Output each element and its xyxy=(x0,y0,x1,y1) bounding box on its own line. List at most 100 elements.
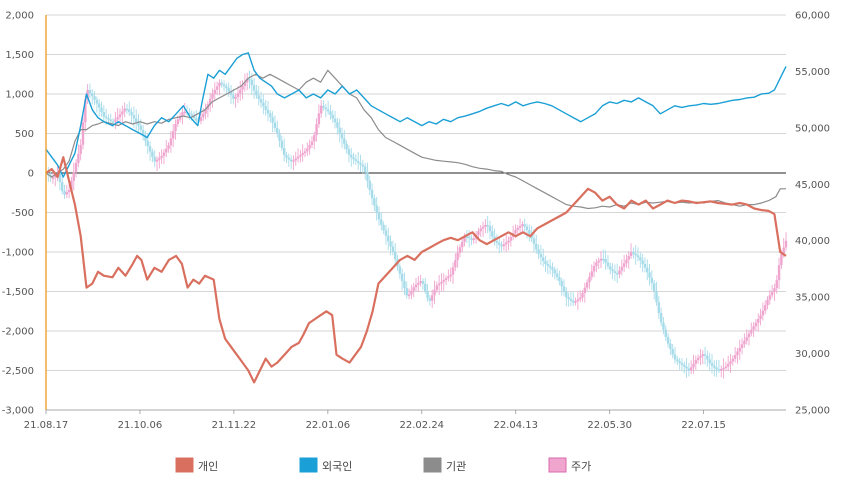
price-candle-body xyxy=(456,252,459,261)
price-candles xyxy=(47,70,788,379)
price-candle-body xyxy=(465,236,469,238)
price-candle-body xyxy=(435,285,439,290)
price-candle-body xyxy=(733,355,737,359)
legend-label-institution: 기관 xyxy=(446,460,466,473)
price-candle-body xyxy=(308,145,311,149)
price-candle-body xyxy=(202,113,205,118)
price-candle-body xyxy=(639,257,642,261)
price-candle-body xyxy=(701,354,704,357)
series-line-institution xyxy=(45,69,786,210)
y-left-tick-label: 1,500 xyxy=(5,50,34,61)
y-left-tick-label: -1,000 xyxy=(2,248,34,259)
price-candle-body xyxy=(541,257,545,262)
price-candle-body xyxy=(636,255,640,258)
price-candle-body xyxy=(333,118,337,123)
price-candle-body xyxy=(498,242,501,245)
price-candle-body xyxy=(407,294,411,296)
price-candle-body xyxy=(262,102,265,107)
price-candle-body xyxy=(618,270,621,275)
price-candle-body xyxy=(72,171,75,181)
price-candle-body xyxy=(592,265,596,272)
price-candle-body xyxy=(514,229,517,234)
y-right-tick-label: 40,000 xyxy=(795,236,830,247)
price-candle-body xyxy=(398,266,402,274)
price-candle-body xyxy=(146,140,149,147)
price-candle-body xyxy=(421,281,425,284)
price-candle-body xyxy=(488,225,492,232)
price-candle-body xyxy=(264,106,267,110)
price-candle-body xyxy=(676,359,679,362)
price-candle-body xyxy=(239,89,242,94)
price-candle-body xyxy=(768,295,772,300)
legend-swatch-individual xyxy=(175,457,194,473)
legend-label-price: 주가 xyxy=(571,460,591,473)
price-candle-body xyxy=(662,322,665,330)
price-candle-body xyxy=(373,198,376,206)
x-tick-label: 21.08.17 xyxy=(24,420,69,431)
price-candle-body xyxy=(484,224,487,227)
price-candle-body xyxy=(336,122,339,128)
price-candle-body xyxy=(500,244,503,247)
price-candle-body xyxy=(454,260,457,268)
y-right-tick-label: 25,000 xyxy=(795,406,830,417)
price-candle-body xyxy=(472,238,476,241)
price-candle-body xyxy=(326,109,330,112)
price-candle-body xyxy=(652,283,656,292)
price-candle-body xyxy=(384,230,388,236)
series-line-individual xyxy=(45,156,787,384)
price-candle-body xyxy=(597,260,600,263)
price-candle-body xyxy=(102,112,106,117)
price-candle-body xyxy=(148,146,152,152)
price-candle-body xyxy=(306,148,309,152)
x-tick-label: 22.04.13 xyxy=(493,420,538,431)
price-candle-body xyxy=(338,127,341,134)
price-candle-body xyxy=(296,156,300,159)
price-candle-body xyxy=(208,98,212,105)
price-candle-body xyxy=(241,86,244,90)
y-right-tick-label: 55,000 xyxy=(795,67,830,78)
price-candle-body xyxy=(581,293,584,298)
price-candle-body xyxy=(368,180,371,190)
price-candle-body xyxy=(331,114,334,119)
price-candle-body xyxy=(724,366,728,368)
price-candle-body xyxy=(137,121,140,126)
price-candle-body xyxy=(747,333,751,338)
price-candle-body xyxy=(91,93,94,97)
x-tick-label: 22.07.15 xyxy=(681,420,726,431)
price-candle-body xyxy=(301,153,304,155)
price-candle-body xyxy=(715,367,718,370)
price-candle-body xyxy=(424,283,427,292)
price-candle-body xyxy=(458,247,462,253)
price-candle-body xyxy=(123,108,126,112)
price-candle-body xyxy=(58,173,62,183)
price-candle-body xyxy=(773,288,776,292)
price-candle-body xyxy=(109,119,112,122)
price-candle-body xyxy=(657,302,661,313)
y-left-tick-label: -3,000 xyxy=(2,406,34,417)
price-candle-body xyxy=(294,158,297,161)
price-candle-body xyxy=(343,138,346,144)
price-candle-body xyxy=(153,156,156,162)
price-candle-body xyxy=(537,249,540,254)
price-candle-body xyxy=(433,289,436,296)
price-candle-body xyxy=(79,144,82,154)
price-candle-body xyxy=(204,109,207,114)
price-candle-body xyxy=(565,291,568,298)
price-candle-body xyxy=(440,281,443,284)
price-candle-body xyxy=(412,287,415,291)
price-candle-body xyxy=(354,159,358,162)
price-candle-body xyxy=(215,86,219,90)
price-candle-body xyxy=(218,82,221,87)
price-candle-body xyxy=(350,154,353,158)
price-candle-body xyxy=(151,151,154,157)
price-candle-body xyxy=(97,103,101,108)
price-candle-body xyxy=(477,231,480,235)
price-candle-body xyxy=(67,189,71,193)
y-left-tick-label: 0 xyxy=(28,169,34,180)
price-candle-body xyxy=(310,141,314,146)
price-candle-body xyxy=(604,258,607,263)
price-candle-body xyxy=(60,182,64,192)
price-candle-body xyxy=(641,260,644,264)
price-candle-body xyxy=(95,99,99,104)
